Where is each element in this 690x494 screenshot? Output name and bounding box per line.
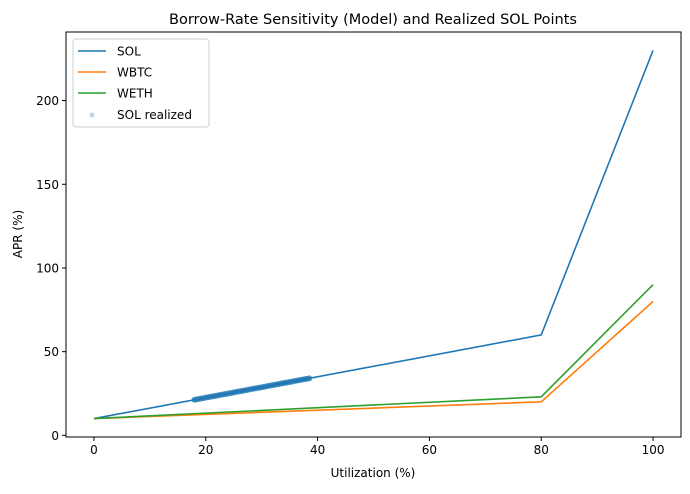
x-tick-label: 20 bbox=[198, 443, 213, 457]
x-tick-label: 80 bbox=[534, 443, 549, 457]
x-tick-label: 60 bbox=[422, 443, 437, 457]
legend-label-weth: WETH bbox=[117, 87, 153, 101]
y-tick-label: 50 bbox=[44, 345, 59, 359]
plot-area bbox=[93, 50, 654, 420]
axes-frame bbox=[65, 31, 682, 438]
legend-label-sol: SOL bbox=[117, 45, 141, 59]
x-tick-label: 100 bbox=[642, 443, 665, 457]
legend-label-wbtc: WBTC bbox=[117, 66, 152, 80]
legend-label-sol-realized: SOL realized bbox=[117, 108, 192, 122]
legend: SOL WBTC WETH SOL realized bbox=[72, 38, 210, 128]
y-axis-label: APR (%) bbox=[11, 210, 25, 258]
x-axis-label: Utilization (%) bbox=[331, 466, 416, 480]
x-tick-label: 40 bbox=[310, 443, 325, 457]
y-tick-label: 200 bbox=[36, 94, 59, 108]
y-tick-label: 100 bbox=[36, 261, 59, 275]
legend-swatch-sol-realized bbox=[89, 112, 95, 118]
series-line-wbtc bbox=[93, 300, 654, 420]
scatter-point-sol-realized bbox=[306, 375, 313, 382]
y-tick-label: 150 bbox=[36, 178, 59, 192]
x-tick-label: 0 bbox=[90, 443, 98, 457]
y-tick-label: 0 bbox=[51, 429, 59, 443]
series-line-weth bbox=[93, 284, 654, 420]
legend-box bbox=[72, 38, 210, 128]
chart-title: Borrow-Rate Sensitivity (Model) and Real… bbox=[169, 12, 577, 28]
